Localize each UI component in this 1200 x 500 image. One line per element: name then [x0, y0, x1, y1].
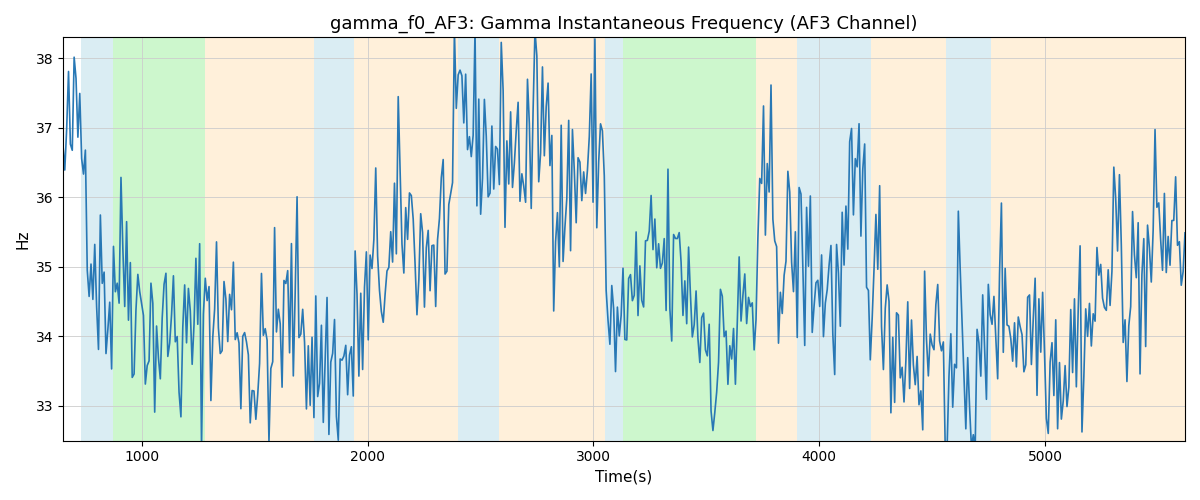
Bar: [113, 38, 205, 440]
Bar: [80, 38, 113, 440]
Bar: [605, 38, 623, 440]
Bar: [623, 38, 756, 440]
Bar: [354, 38, 458, 440]
Bar: [205, 38, 313, 440]
Bar: [313, 38, 354, 440]
Bar: [499, 38, 605, 440]
Y-axis label: Hz: Hz: [16, 230, 30, 249]
Bar: [991, 38, 1184, 440]
Bar: [871, 38, 946, 440]
Title: gamma_f0_AF3: Gamma Instantaneous Frequency (AF3 Channel): gamma_f0_AF3: Gamma Instantaneous Freque…: [330, 15, 918, 34]
Bar: [756, 38, 797, 440]
Bar: [458, 38, 499, 440]
Bar: [946, 38, 991, 440]
Bar: [797, 38, 871, 440]
X-axis label: Time(s): Time(s): [595, 470, 653, 485]
